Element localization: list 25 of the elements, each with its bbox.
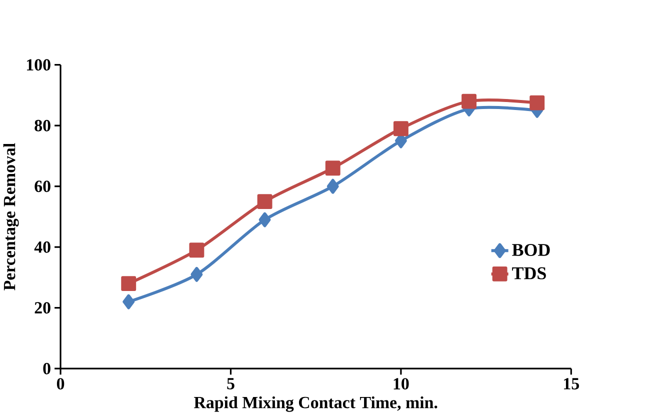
- legend-label: BOD: [512, 244, 550, 256]
- point: [530, 95, 545, 110]
- y-tick-label: 40: [34, 241, 50, 253]
- y-tick-label: 20: [34, 302, 50, 314]
- legend-label: TDS: [512, 267, 546, 280]
- x-axis-title: Rapid Mixing Contact Time, min.: [194, 396, 438, 412]
- point: [189, 242, 204, 258]
- y-axis-title: Percentage Removal: [3, 143, 19, 290]
- point: [325, 160, 340, 176]
- point: [257, 194, 272, 209]
- x-tick-label: 5: [227, 378, 234, 390]
- x-tick-label: 10: [394, 378, 409, 390]
- point: [462, 94, 476, 109]
- point: [122, 294, 135, 310]
- y-tick-label: 80: [34, 120, 50, 132]
- x-tick-label: 15: [564, 378, 579, 390]
- y-tick-label: 0: [43, 362, 50, 374]
- point: [121, 276, 136, 291]
- y-tick-label: 60: [34, 180, 50, 192]
- point: [326, 178, 339, 194]
- point: [258, 212, 271, 228]
- point: [393, 121, 408, 136]
- y-tick-label: 100: [27, 59, 50, 70]
- point: [190, 266, 203, 282]
- x-tick-label: 0: [56, 378, 64, 390]
